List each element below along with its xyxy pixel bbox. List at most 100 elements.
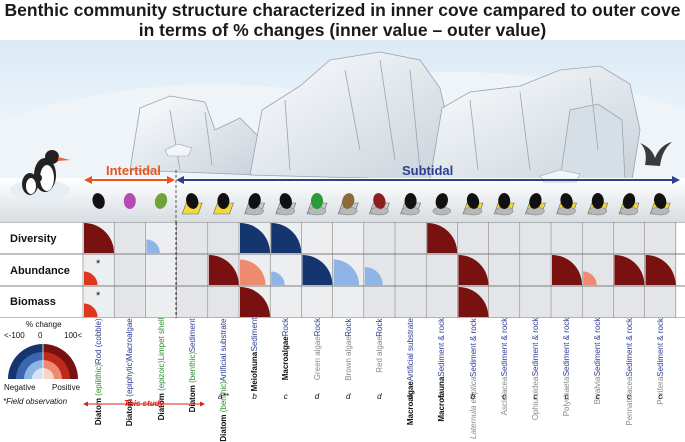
organism-name: Diatom (benthic) (218, 381, 229, 441)
column-label: Macroalgae Artificial substrate (399, 318, 422, 425)
column-label: Polychaeta Sediment & rock (555, 318, 578, 416)
change-mark-abundance (552, 255, 582, 285)
grid-cell (550, 285, 583, 318)
organism-name-main: Brown algae (343, 336, 353, 381)
legend-field-note-text: Field observation (6, 397, 68, 406)
substrate-label: Sediment & rock (562, 318, 572, 377)
organism-icon (587, 193, 609, 216)
legend-positive: Positive (52, 383, 81, 392)
grid-cell (519, 222, 552, 255)
glacier-scene-illustration (0, 40, 685, 222)
substrate-label: Sediment & rock (530, 318, 540, 377)
column-label: Diatom (epizoic) Limpet shell (150, 318, 173, 420)
grid-cell (144, 285, 178, 318)
legend-max: 100< (64, 331, 83, 340)
organism-icon (123, 193, 136, 209)
organism-icon (649, 193, 671, 216)
column-label: Diatom (benthic) Sediment (181, 318, 204, 412)
organism-name-main: Red algae (374, 336, 384, 373)
column-label: Diatom (benthic) Artificial substrate (212, 318, 235, 442)
change-mark-abundance (333, 259, 360, 285)
change-mark-biomass (84, 303, 98, 317)
zone-label-subtidal: Subtidal (402, 163, 454, 178)
grid-cell (300, 222, 334, 255)
change-mark-diversity (84, 223, 114, 253)
whale-tail-illustration (640, 142, 672, 166)
organism-icon (493, 193, 515, 216)
column-label: Bivalvia Sediment & rock (586, 318, 609, 404)
column-label: Green algae Rock (306, 318, 329, 388)
substrate-label: Sediment & rock (593, 318, 603, 377)
grid-cell (332, 222, 365, 255)
organism-name-qualifier: (benthic) (187, 351, 197, 386)
organism-name-main: Green algae (312, 336, 322, 381)
legend-zero: 0 (38, 331, 43, 340)
change-mark-abundance (645, 255, 676, 285)
results-grid: ** (0, 222, 685, 318)
change-mark-abundance (302, 255, 333, 285)
source-reference: d (314, 392, 320, 401)
field-observation-star: * (96, 258, 101, 270)
substrate-label: Sediment & rock (655, 318, 665, 377)
change-mark-diversity (240, 223, 270, 253)
organism-icon (524, 193, 546, 216)
organism-name: Pennatulacea (624, 377, 635, 426)
source-reference: a (408, 392, 413, 401)
grid-cell (612, 222, 646, 255)
legend-star: * (3, 397, 7, 406)
grid-cell (488, 222, 521, 255)
organism-name: Meiofauna (249, 352, 260, 392)
organism-icon (181, 193, 203, 215)
column-label: Ascidiacea Sediment & rock (493, 318, 516, 415)
this-study-bracket (83, 401, 205, 407)
change-mark-biomass (240, 287, 270, 317)
organism-icon (432, 193, 452, 216)
column-label: Macroalgae Rock (274, 318, 297, 388)
source-reference: c (502, 392, 507, 401)
change-mark-abundance (364, 267, 383, 285)
grid-cell (394, 222, 427, 255)
column-label: Diatom (epiphytic) Macroalgae (118, 318, 141, 426)
organism-icon (154, 193, 168, 209)
organism-icon (275, 193, 297, 216)
substrate-label: Sediment & rock (499, 318, 509, 377)
penguins-illustration (10, 150, 70, 200)
grid-cell (144, 253, 178, 287)
column-label: Pennatulacea Sediment & rock (618, 318, 641, 426)
column-label: Laternula elliptica Sediment & rock (462, 318, 485, 439)
substrate-label: Macroalgae (125, 318, 135, 360)
this-study-label: This study (123, 399, 164, 408)
source-reference: c (595, 392, 600, 401)
change-mark-abundance (208, 255, 239, 285)
column-label: Porifera Sediment & rock (649, 318, 672, 405)
grid-cell (488, 285, 521, 318)
zone-arrows (84, 176, 680, 184)
grid-cell (519, 285, 552, 318)
grid-cell (488, 253, 521, 287)
organism-name-qualifier: (epiphytic) (125, 359, 135, 399)
organism-name-main: Macroalgae (281, 336, 291, 381)
source-reference: d (345, 392, 351, 401)
organism-name: Macroalgae (405, 381, 416, 425)
source-reference: e (439, 392, 445, 401)
grid-cell (113, 222, 146, 255)
legend-color-scale (8, 344, 78, 379)
substrate-label: Rock (281, 318, 291, 337)
organism-name: Green algae (312, 336, 323, 380)
column-label: Brown algae Rock (337, 318, 360, 388)
organism-icon (462, 193, 484, 216)
substrate-label: Sediment & rock (624, 318, 634, 377)
substrate-label: Sediment & rock (468, 318, 478, 377)
grid-cell (550, 222, 583, 255)
grid-cell (207, 285, 240, 318)
substrate-label: Artificial substrate (406, 318, 416, 382)
row-label-biomass: Biomass (10, 296, 56, 308)
column-label: Diatom (epilithic) Rod (cobble) (87, 318, 110, 425)
organism-name-main: Meiofauna (250, 351, 260, 392)
organism-name-main: Laternula elliptica (468, 376, 478, 439)
row-label-diversity: Diversity (10, 233, 57, 245)
source-reference: c (658, 392, 663, 401)
substrate-label: Rod (cobble) (94, 318, 104, 364)
grid-cell (612, 285, 646, 318)
